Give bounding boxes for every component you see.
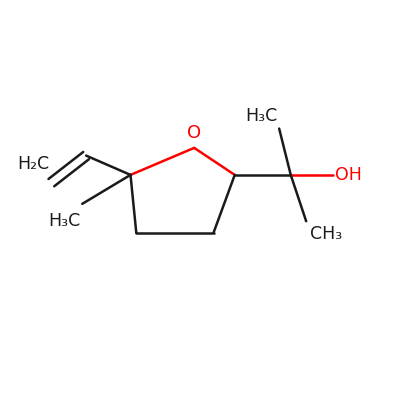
Text: H₂C: H₂C [17, 155, 50, 173]
Text: O: O [187, 124, 201, 142]
Text: H₃C: H₃C [48, 212, 80, 230]
Text: OH: OH [335, 166, 362, 184]
Text: CH₃: CH₃ [310, 225, 342, 243]
Text: H₃C: H₃C [245, 107, 277, 125]
